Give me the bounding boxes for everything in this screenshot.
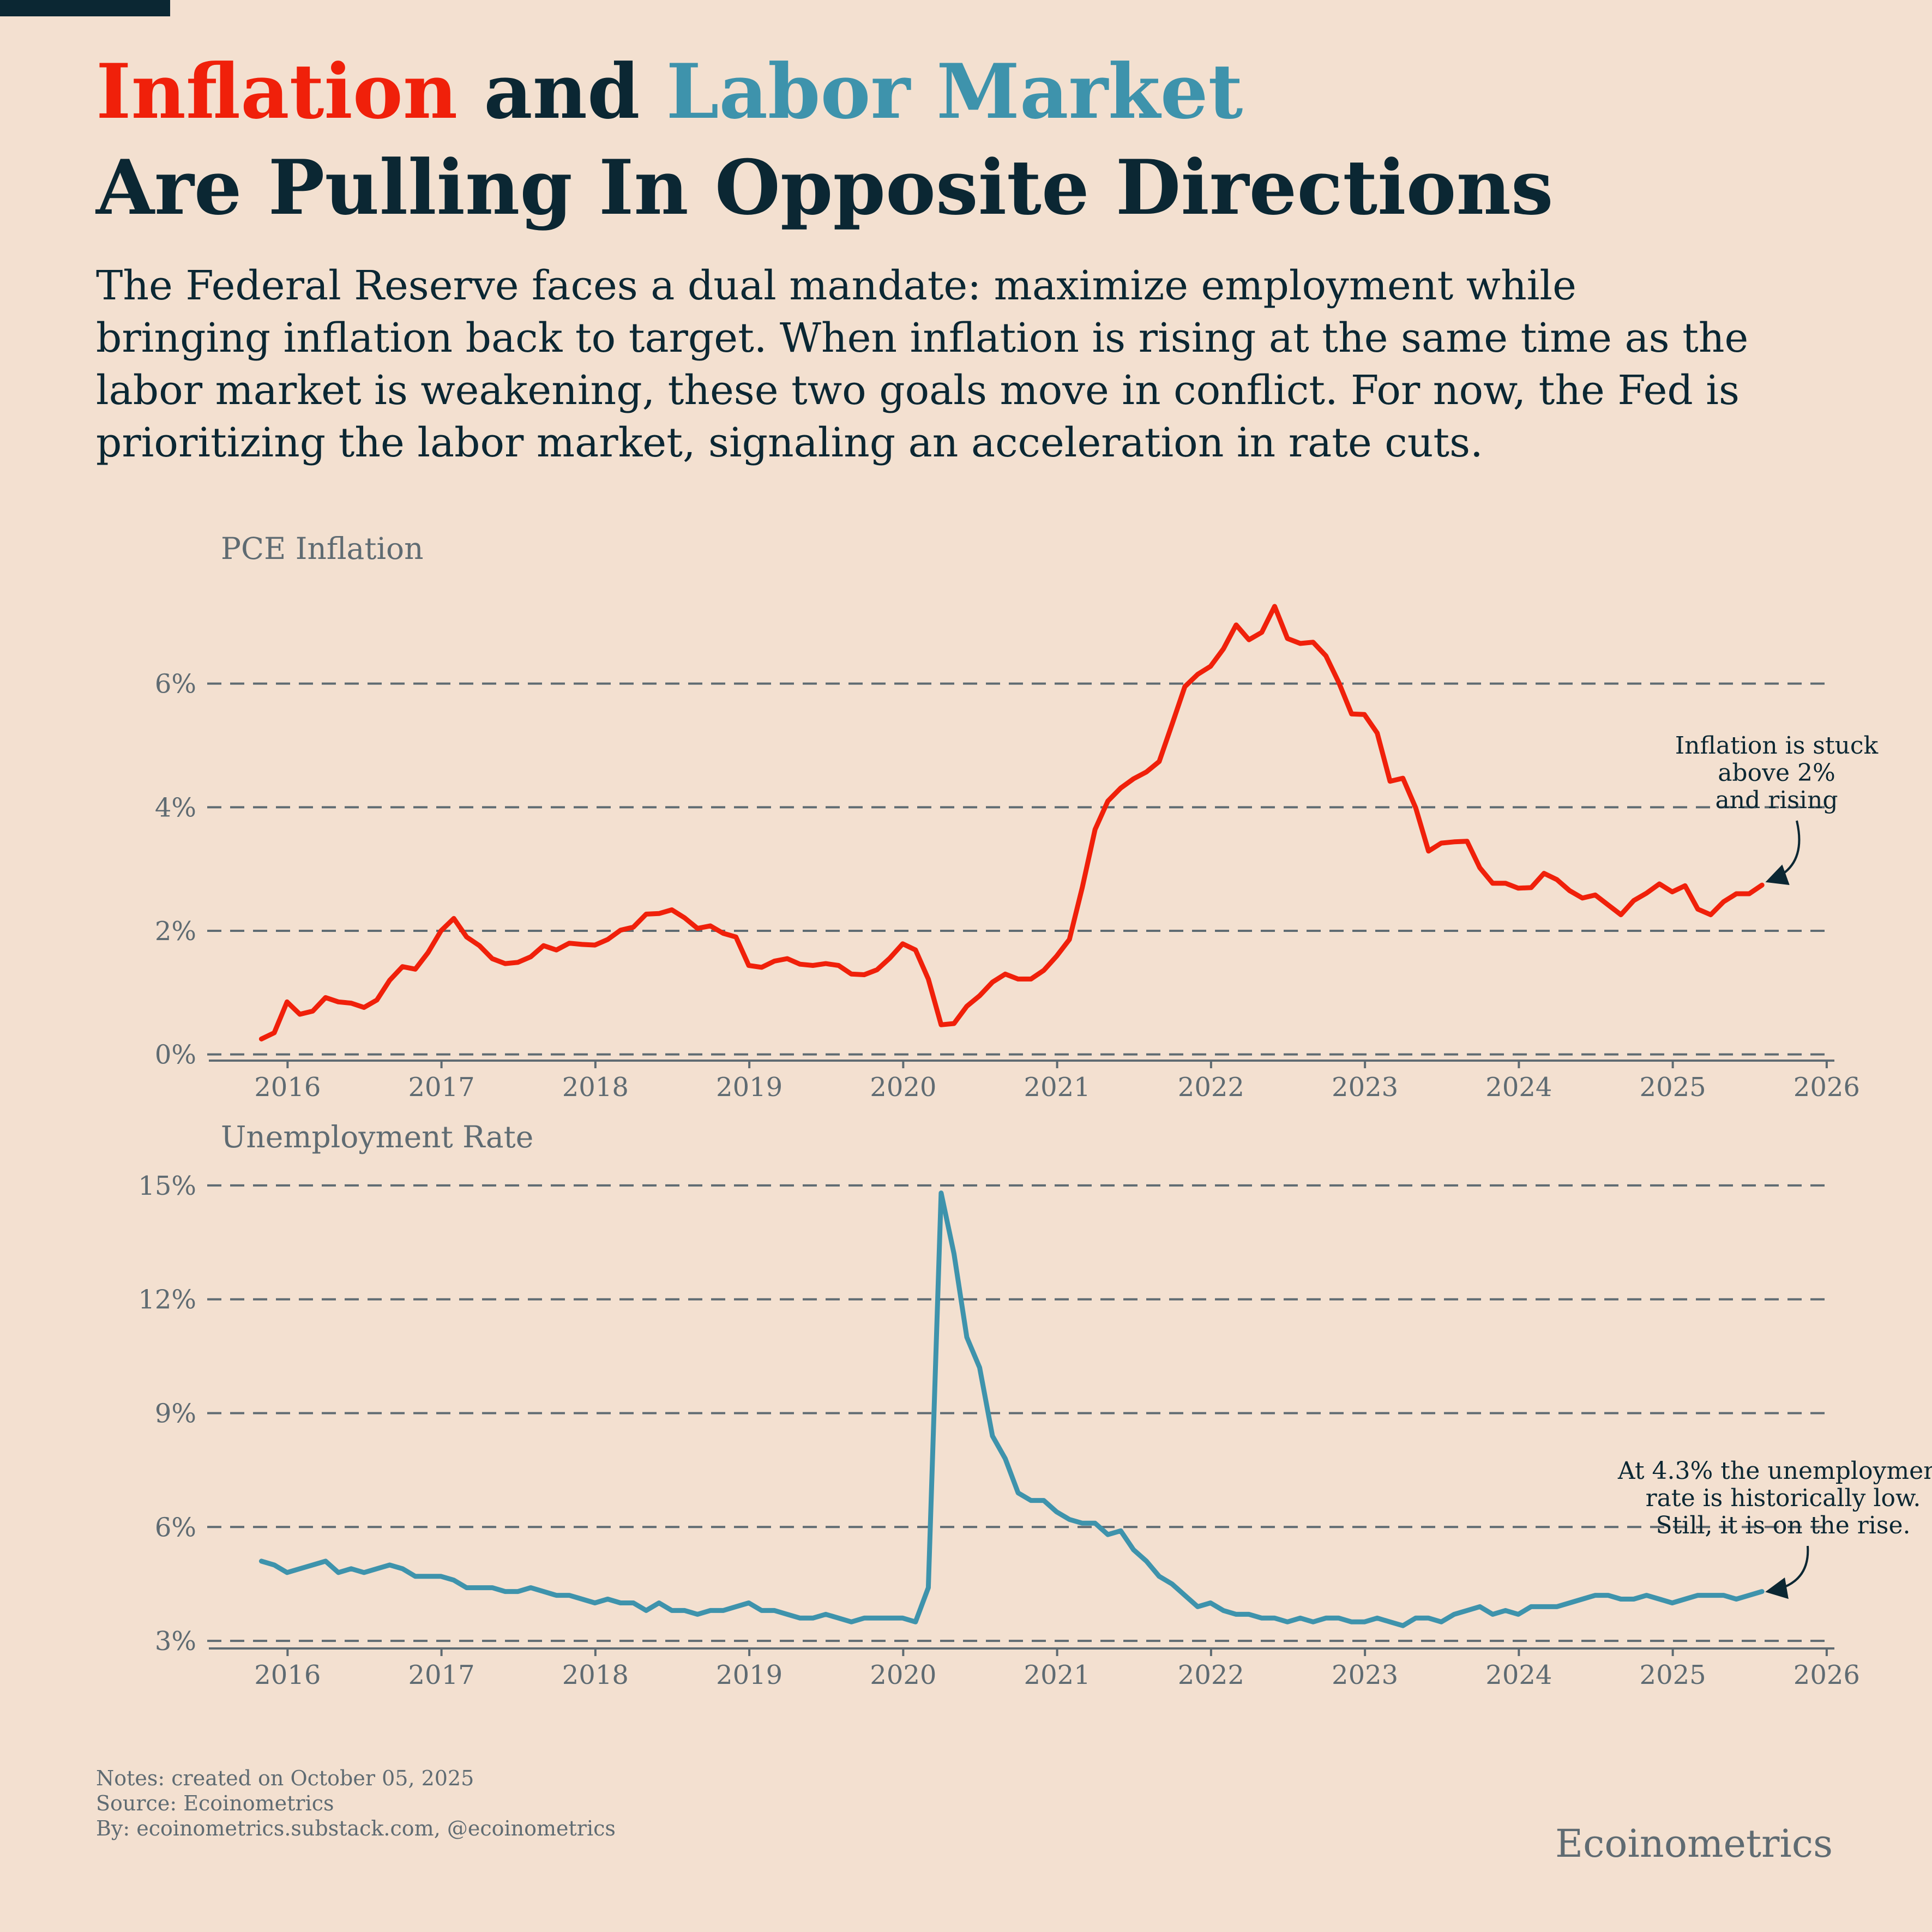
x-tick-label: 2025 xyxy=(1640,1072,1706,1103)
x-tick-label: 2026 xyxy=(1793,1660,1860,1690)
corner-accent-bar xyxy=(0,0,170,16)
x-tick-label: 2020 xyxy=(870,1660,936,1690)
y-tick-label: 0% xyxy=(155,1040,196,1070)
x-tick-label: 2016 xyxy=(254,1072,321,1103)
x-tick-label: 2022 xyxy=(1178,1660,1244,1690)
y-tick-label: 6% xyxy=(155,669,196,700)
x-tick-label: 2024 xyxy=(1485,1660,1552,1690)
x-tick-label: 2025 xyxy=(1640,1660,1706,1690)
pce-inflation-line xyxy=(258,604,1765,1042)
pce-inflation-title: PCE Inflation xyxy=(221,531,424,566)
y-tick-label: 3% xyxy=(155,1626,196,1657)
x-tick-label: 2018 xyxy=(562,1072,629,1103)
x-tick-label: 2020 xyxy=(870,1072,936,1103)
x-tick-label: 2024 xyxy=(1485,1072,1552,1103)
x-tick-label: 2021 xyxy=(1024,1072,1091,1103)
subtitle: The Federal Reserve faces a dual mandate… xyxy=(96,262,1749,466)
annotation-line: At 4.3% the unemployment xyxy=(1617,1457,1932,1485)
notes-by: By: ecoinometrics.substack.com, @ecoinom… xyxy=(96,1816,616,1840)
y-tick-label: 12% xyxy=(138,1285,196,1315)
title-and: and xyxy=(484,47,640,136)
annotation-line: Still, it is on the rise. xyxy=(1656,1512,1911,1539)
x-tick-label: 2016 xyxy=(254,1660,321,1690)
y-tick-label: 15% xyxy=(138,1171,196,1201)
charts: PCE Inflation 0% 2% 4% 6% 2016 2017 2018 2019 20… xyxy=(138,531,1932,1690)
y-tick-label: 4% xyxy=(155,792,196,823)
y-tick-label: 2% xyxy=(155,916,196,947)
notes-source: Source: Ecoinometrics xyxy=(96,1791,334,1815)
x-tick-label: 2019 xyxy=(716,1660,783,1690)
annotation-line: and rising xyxy=(1716,786,1838,814)
annotation-line: above 2% xyxy=(1718,759,1835,787)
x-tick-label: 2018 xyxy=(562,1660,629,1690)
unemployment-rate-title: Unemployment Rate xyxy=(221,1120,533,1154)
page-title: Inflation and Labor Market Are Pulling I… xyxy=(96,44,1554,236)
notes-created: Notes: created on October 05, 2025 xyxy=(96,1766,474,1790)
x-tick-label: 2017 xyxy=(408,1072,475,1103)
title-line2: Are Pulling In Opposite Directions xyxy=(96,143,1554,232)
unemployment-rate-panel: Unemployment Rate 3% 6% 9% 12% 15% 2016 2017 20… xyxy=(138,1120,1932,1690)
brand-logo-text: Ecoinometrics xyxy=(1555,1821,1833,1866)
title-labor-market: Labor Market xyxy=(666,47,1243,136)
annotation-line: Inflation is stuck xyxy=(1675,732,1879,760)
x-tick-label: 2021 xyxy=(1024,1660,1091,1690)
title-inflation: Inflation xyxy=(96,47,458,136)
annotation-arrow xyxy=(1765,1545,1809,1599)
x-tick-label: 2022 xyxy=(1178,1072,1244,1103)
unemployment-rate-line xyxy=(258,1190,1765,1628)
x-tick-label: 2026 xyxy=(1793,1072,1860,1103)
x-tick-label: 2023 xyxy=(1332,1072,1398,1103)
y-tick-label: 6% xyxy=(155,1512,196,1543)
x-tick-label: 2017 xyxy=(408,1660,475,1690)
annotation-line: rate is historically low. xyxy=(1646,1484,1921,1512)
y-tick-label: 9% xyxy=(155,1399,196,1429)
x-tick-label: 2023 xyxy=(1332,1660,1398,1690)
x-tick-label: 2019 xyxy=(716,1072,783,1103)
annotation-arrow xyxy=(1765,820,1801,886)
footer-notes: Notes: created on October 05, 2025 Sourc… xyxy=(96,1766,616,1841)
pce-inflation-panel: PCE Inflation 0% 2% 4% 6% 2016 2017 2018 2019 20… xyxy=(155,531,1879,1103)
